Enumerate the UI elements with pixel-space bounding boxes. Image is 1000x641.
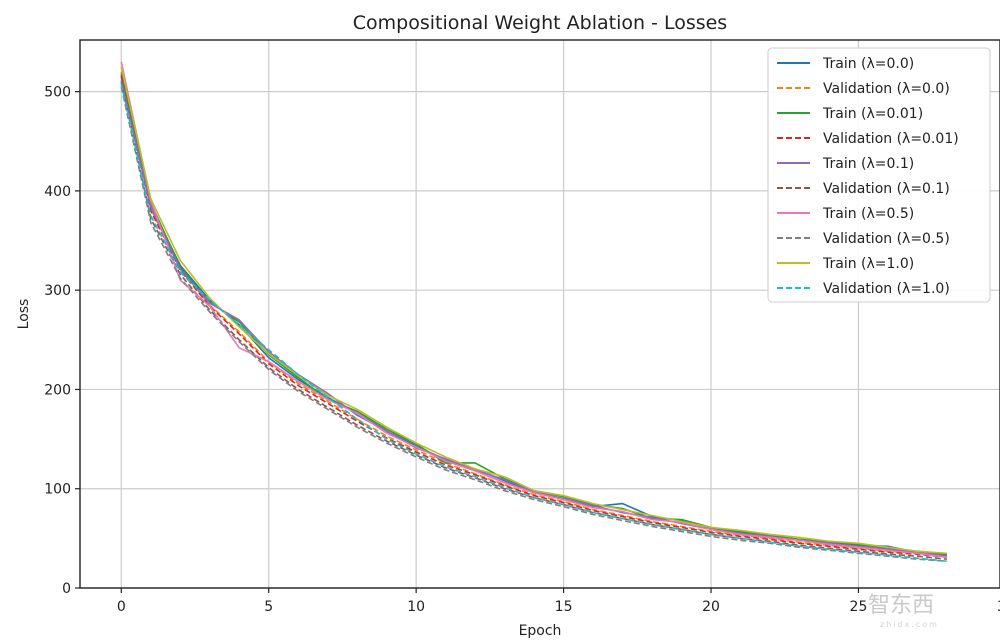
legend-label-train-0-5: Train (λ=0.5)	[822, 206, 914, 222]
x-tick-label-10: 10	[407, 599, 425, 615]
series-line-validation-0-0	[120, 71, 947, 557]
series-line-validation-1-0	[120, 83, 947, 562]
watermark-subtext: zhidx.com	[880, 620, 939, 629]
legend-box	[767, 47, 991, 303]
legend-label-validation-1-0: Validation (λ=1.0)	[823, 281, 950, 297]
legend-label-train-1-0: Train (λ=1.0)	[822, 256, 914, 272]
plot-frame	[79, 39, 1000, 589]
series-line-validation-0-5	[120, 86, 947, 562]
series-line-validation-0-01	[120, 75, 947, 558]
x-tick-label-30: 30	[997, 599, 1000, 615]
chart-title: Compositional Weight Ablation - Losses	[353, 12, 727, 34]
legend-label-train-0-1: Train (λ=0.1)	[822, 156, 914, 172]
legend-label-train-0-01: Train (λ=0.01)	[822, 106, 923, 122]
series-line-train-1-0	[120, 66, 947, 555]
legend-label-train-0-0: Train (λ=0.0)	[822, 56, 914, 72]
x-tick-label-0: 0	[117, 599, 126, 615]
x-axis-label: Epoch	[519, 623, 562, 639]
y-tick-label-0: 0	[62, 581, 71, 597]
x-tick-label-5: 5	[264, 599, 273, 615]
series-line-validation-0-1	[120, 81, 947, 560]
y-tick-label-400: 400	[44, 184, 71, 200]
x-tick-label-15: 15	[555, 599, 573, 615]
series-line-train-0-5	[120, 61, 948, 558]
legend-label-validation-0-0: Validation (λ=0.0)	[823, 81, 950, 97]
y-tick-label-100: 100	[44, 482, 71, 498]
y-axis-label: Loss	[16, 299, 32, 330]
y-tick-label-300: 300	[44, 283, 71, 299]
y-tick-label-200: 200	[44, 382, 71, 398]
legend: Train (λ=0.0) Validation (λ=0.0) Train (λ=…	[767, 47, 991, 303]
watermark-text: 智东西	[868, 593, 934, 618]
watermark-logo: 智东西 zhidx.com	[868, 593, 939, 629]
x-tick-label-25: 25	[850, 599, 868, 615]
x-tick-label-20: 20	[702, 599, 720, 615]
axis-ticks: 0510152025300100200300400500	[44, 85, 1000, 615]
series-lines	[120, 61, 948, 562]
legend-label-validation-0-1: Validation (λ=0.1)	[823, 181, 950, 197]
legend-label-validation-0-5: Validation (λ=0.5)	[823, 231, 950, 247]
y-tick-label-500: 500	[44, 85, 71, 101]
legend-label-validation-0-01: Validation (λ=0.01)	[823, 131, 959, 147]
